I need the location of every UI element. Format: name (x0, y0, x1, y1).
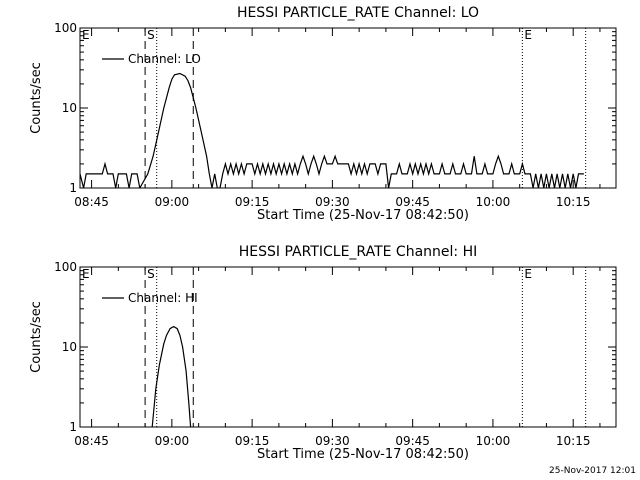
x-tick-label: 09:15 (235, 434, 270, 448)
chart-title: HESSI PARTICLE_RATE Channel: LO (237, 5, 479, 21)
series-line (80, 72, 584, 188)
y-tick-label: 1 (69, 420, 77, 434)
time-marker-label: E (524, 28, 532, 42)
y-tick-label: 10 (62, 340, 77, 354)
x-tick-label: 09:45 (395, 195, 430, 209)
time-marker-label: S (147, 28, 155, 42)
time-marker-label: E (82, 28, 90, 42)
x-tick-label: 10:15 (556, 434, 591, 448)
y-tick-label: 10 (62, 101, 77, 115)
time-marker-label: E (524, 267, 532, 281)
x-axis-label: Start Time (25-Nov-17 08:42:50) (257, 208, 469, 223)
time-marker-label: S (147, 267, 155, 281)
chart-panel-1: HESSI PARTICLE_RATE Channel: LO 1 10 100 08:… (29, 5, 617, 223)
y-axis-label: Counts/sec (29, 301, 44, 373)
x-tick-label: 08:45 (74, 434, 109, 448)
footer-timestamp: 25-Nov-2017 12:01 (549, 466, 636, 476)
series-line (151, 325, 192, 427)
x-tick-label: 08:45 (74, 195, 109, 209)
x-tick-label: 09:00 (155, 195, 190, 209)
x-axis-label: Start Time (25-Nov-17 08:42:50) (257, 447, 469, 462)
y-tick-label: 1 (69, 181, 77, 195)
y-tick-label: 100 (54, 260, 77, 274)
time-marker-label: E (82, 267, 90, 281)
legend-label: Channel: LO (128, 52, 201, 66)
y-axis-label: Counts/sec (29, 62, 44, 134)
x-tick-label: 10:00 (476, 434, 511, 448)
legend-label: Channel: HI (128, 291, 198, 305)
x-tick-label: 10:15 (556, 195, 591, 209)
x-tick-label: 10:00 (476, 195, 511, 209)
x-tick-label: 09:00 (155, 434, 190, 448)
x-tick-label: 09:30 (315, 434, 350, 448)
chart-panel-2: HESSI PARTICLE_RATE Channel: HI 1 10 100 08:… (29, 244, 617, 462)
y-tick-label: 100 (54, 21, 77, 35)
x-tick-label: 09:15 (235, 195, 270, 209)
x-tick-label: 09:30 (315, 195, 350, 209)
chart-title: HESSI PARTICLE_RATE Channel: HI (239, 244, 477, 260)
x-tick-label: 09:45 (395, 434, 430, 448)
